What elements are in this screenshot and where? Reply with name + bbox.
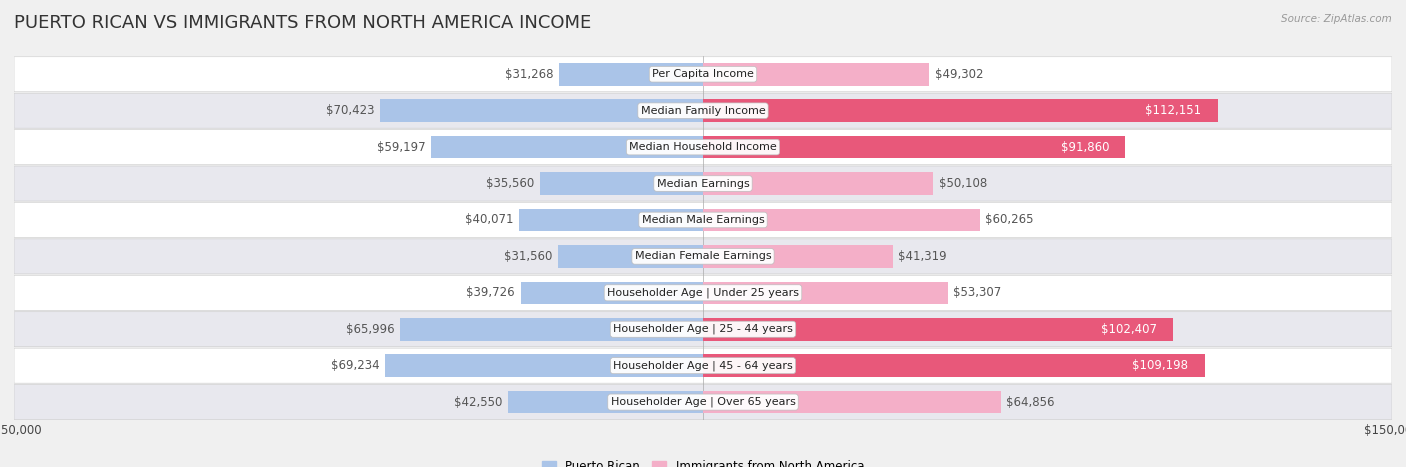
Bar: [703, 136, 1125, 158]
Bar: [508, 391, 703, 413]
Bar: [703, 354, 1205, 377]
FancyBboxPatch shape: [14, 130, 1392, 164]
Text: $50,108: $50,108: [939, 177, 987, 190]
Bar: [703, 318, 1174, 340]
FancyBboxPatch shape: [14, 239, 1392, 274]
Text: Householder Age | 25 - 44 years: Householder Age | 25 - 44 years: [613, 324, 793, 334]
Bar: [703, 391, 1001, 413]
Text: $64,856: $64,856: [1007, 396, 1054, 409]
Bar: [520, 282, 703, 304]
Text: PUERTO RICAN VS IMMIGRANTS FROM NORTH AMERICA INCOME: PUERTO RICAN VS IMMIGRANTS FROM NORTH AM…: [14, 14, 592, 32]
Text: $65,996: $65,996: [346, 323, 394, 336]
FancyBboxPatch shape: [14, 93, 1392, 128]
Bar: [540, 172, 703, 195]
Text: Householder Age | 45 - 64 years: Householder Age | 45 - 64 years: [613, 361, 793, 371]
Bar: [703, 172, 934, 195]
Text: $31,268: $31,268: [505, 68, 554, 81]
FancyBboxPatch shape: [14, 276, 1392, 310]
FancyBboxPatch shape: [14, 203, 1392, 237]
Bar: [703, 209, 980, 231]
Bar: [560, 63, 703, 85]
FancyBboxPatch shape: [14, 166, 1392, 201]
Bar: [703, 282, 948, 304]
Text: $53,307: $53,307: [953, 286, 1001, 299]
FancyBboxPatch shape: [14, 348, 1392, 383]
Text: $59,197: $59,197: [377, 141, 426, 154]
Bar: [432, 136, 703, 158]
Bar: [703, 63, 929, 85]
Text: $39,726: $39,726: [467, 286, 515, 299]
Legend: Puerto Rican, Immigrants from North America: Puerto Rican, Immigrants from North Amer…: [541, 460, 865, 467]
Bar: [399, 318, 703, 340]
Bar: [519, 209, 703, 231]
Text: $40,071: $40,071: [465, 213, 513, 226]
Bar: [703, 245, 893, 268]
Text: $112,151: $112,151: [1144, 104, 1201, 117]
Text: Median Earnings: Median Earnings: [657, 178, 749, 189]
Text: $41,319: $41,319: [898, 250, 946, 263]
Text: Median Household Income: Median Household Income: [628, 142, 778, 152]
Text: Per Capita Income: Per Capita Income: [652, 69, 754, 79]
Text: $49,302: $49,302: [935, 68, 983, 81]
Text: $70,423: $70,423: [326, 104, 374, 117]
Text: $31,560: $31,560: [505, 250, 553, 263]
FancyBboxPatch shape: [14, 385, 1392, 419]
Text: $60,265: $60,265: [986, 213, 1033, 226]
Text: Householder Age | Under 25 years: Householder Age | Under 25 years: [607, 288, 799, 298]
Bar: [385, 354, 703, 377]
FancyBboxPatch shape: [14, 312, 1392, 347]
Bar: [558, 245, 703, 268]
Text: $91,860: $91,860: [1062, 141, 1109, 154]
Bar: [380, 99, 703, 122]
Text: Median Female Earnings: Median Female Earnings: [634, 251, 772, 262]
Text: $42,550: $42,550: [454, 396, 502, 409]
Text: Median Family Income: Median Family Income: [641, 106, 765, 116]
Text: Householder Age | Over 65 years: Householder Age | Over 65 years: [610, 397, 796, 407]
Text: $69,234: $69,234: [330, 359, 380, 372]
Text: Source: ZipAtlas.com: Source: ZipAtlas.com: [1281, 14, 1392, 24]
Text: $109,198: $109,198: [1132, 359, 1188, 372]
FancyBboxPatch shape: [14, 57, 1392, 92]
Bar: [703, 99, 1218, 122]
Text: $35,560: $35,560: [486, 177, 534, 190]
Text: Median Male Earnings: Median Male Earnings: [641, 215, 765, 225]
Text: $102,407: $102,407: [1101, 323, 1157, 336]
